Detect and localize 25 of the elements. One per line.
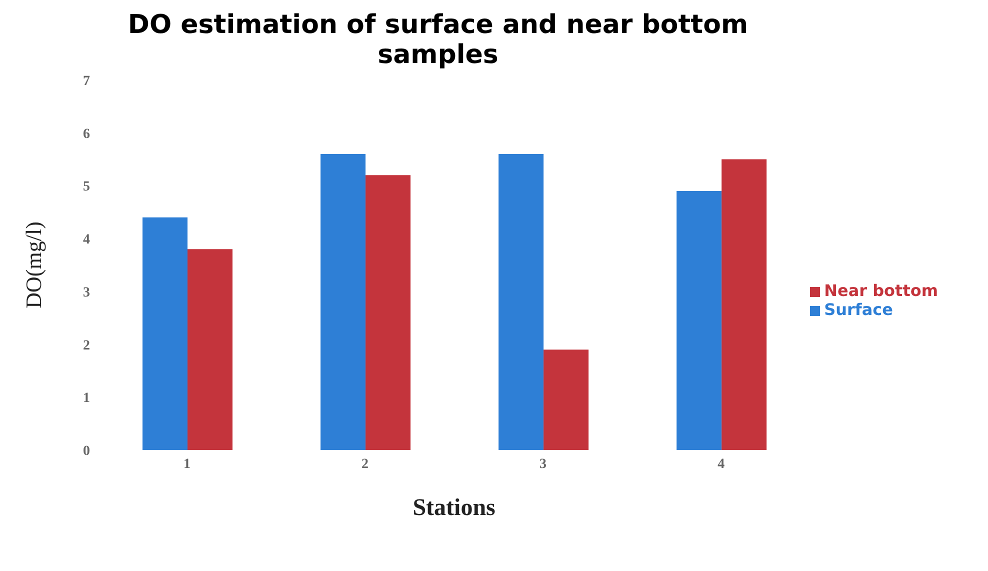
- bar: [320, 154, 366, 450]
- y-tick-label: 0: [83, 444, 90, 459]
- bar: [142, 217, 188, 450]
- x-tick-label: 4: [718, 456, 725, 472]
- bar: [366, 175, 411, 450]
- bar: [188, 249, 233, 450]
- y-tick-label: 3: [83, 285, 90, 300]
- bar: [544, 350, 589, 450]
- x-tick-label: 2: [362, 456, 369, 472]
- bar: [676, 191, 722, 450]
- y-tick-label: 2: [83, 338, 90, 354]
- y-axis-title: DO(mg/l): [20, 222, 46, 308]
- bar: [722, 159, 767, 450]
- y-tick-label: 1: [83, 391, 90, 406]
- bar: [498, 154, 544, 450]
- x-tick-label: 1: [184, 456, 191, 472]
- legend-label: Near bottom: [824, 281, 938, 300]
- chart-title: DO estimation of surface and near bottom samples: [126, 10, 750, 70]
- x-tick-label: 3: [540, 456, 547, 472]
- y-tick-label: 5: [83, 180, 90, 195]
- y-tick-label: 4: [83, 232, 90, 248]
- x-axis-title: Stations: [412, 495, 496, 521]
- legend-label: Surface: [824, 300, 893, 319]
- y-tick-label: 7: [83, 74, 90, 89]
- y-tick-label: 6: [83, 126, 90, 142]
